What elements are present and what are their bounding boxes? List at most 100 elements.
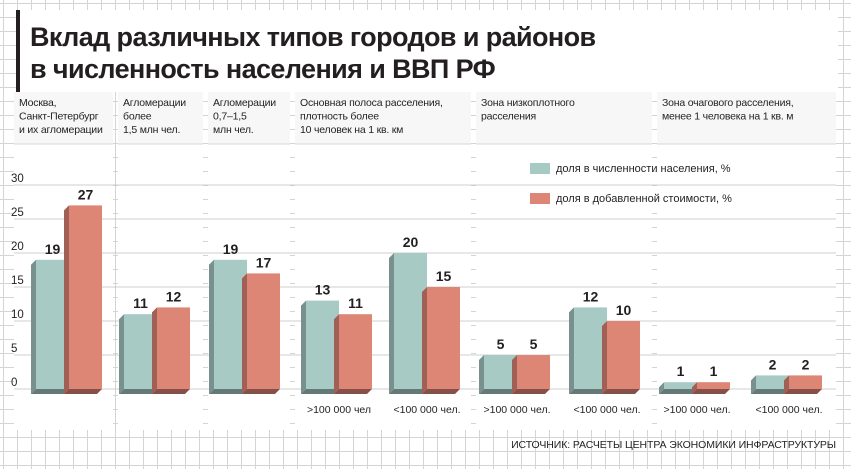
bar-population (756, 375, 789, 389)
bar-side-2 (602, 321, 607, 394)
bar-value-label: 5 (497, 336, 505, 352)
bar-side-2 (422, 287, 427, 394)
bar-value-label: 15 (436, 268, 452, 284)
bar-value-label: 12 (166, 288, 182, 304)
group-header-text: расселения (481, 111, 536, 123)
bar-value-label: 13 (315, 282, 331, 298)
bar-base-1 (301, 389, 339, 394)
bar-value-label: 17 (256, 254, 272, 270)
bar-base-1 (31, 389, 69, 394)
bar-population (36, 259, 69, 389)
group-header-text: Основная полоса расселения, (300, 97, 443, 109)
bar-population (124, 314, 157, 389)
title-accent-bar (16, 10, 20, 92)
bar-base-1 (209, 389, 247, 394)
group-header-text: Зона низкоплотного (481, 97, 575, 109)
group-header-text: менее 1 человека на 1 кв. м (662, 111, 793, 123)
bar-value-label: 11 (348, 295, 363, 311)
x-category-label: >100 000 чел (307, 404, 371, 416)
bar-value-label: 12 (583, 288, 599, 304)
bar-population (574, 307, 607, 389)
y-tick-label: 20 (11, 241, 24, 253)
chart-title-line-2: в численность населения и ВВП РФ (30, 54, 496, 84)
y-tick-label: 0 (11, 377, 17, 389)
x-category-label: <100 000 чел. (755, 404, 822, 416)
bar-base-1 (479, 389, 517, 394)
bar-value-label: 27 (78, 186, 94, 202)
group-header-text: плотность более (300, 111, 379, 123)
y-tick-label: 25 (11, 207, 24, 219)
bar-value-label: 2 (769, 356, 777, 372)
legend-swatch (530, 193, 550, 204)
y-tick-label: 30 (11, 173, 24, 185)
bar-side-1 (569, 307, 574, 394)
title-box: Вклад различных типов городов и районов … (16, 10, 838, 92)
bar-population (306, 300, 339, 389)
legend-swatch (530, 163, 550, 174)
bar-value-label: 19 (45, 241, 61, 257)
group-header-text: Санкт-Петербург (19, 111, 99, 123)
y-tick-label: 5 (11, 343, 17, 355)
bar-value-added (697, 382, 730, 389)
bar-value-label: 5 (530, 336, 538, 352)
bar-side-2 (64, 205, 69, 394)
bar-side-2 (512, 355, 517, 394)
bar-base-2 (152, 389, 190, 394)
bar-side-2 (692, 382, 697, 394)
bar-value-added (427, 287, 460, 389)
bar-base-2 (602, 389, 640, 394)
bar-value-added (157, 307, 190, 389)
bar-side-1 (119, 314, 124, 394)
bar-value-added (607, 321, 640, 389)
bar-value-label: 11 (133, 295, 148, 311)
group-header-text: млн чел. (213, 124, 253, 136)
bar-base-2 (242, 389, 280, 394)
bar-value-label: 1 (710, 363, 718, 379)
bar-base-2 (692, 389, 730, 394)
group-header-band-3 (208, 92, 290, 144)
group-header-text: Агломерации (213, 97, 276, 109)
y-tick-label: 10 (11, 309, 24, 321)
bar-base-2 (512, 389, 550, 394)
group-header-text: 1,5 млн чел. (123, 124, 180, 136)
bar-base-1 (751, 389, 789, 394)
group-header-text: Москва, (19, 97, 56, 109)
bar-base-2 (784, 389, 822, 394)
bar-base-1 (119, 389, 157, 394)
bar-value-added (69, 205, 102, 389)
bar-value-label: 1 (677, 363, 685, 379)
group-header-band-4 (295, 92, 471, 144)
bar-side-2 (784, 375, 789, 394)
group-header-band-6 (657, 92, 836, 144)
bar-value-added (517, 355, 550, 389)
x-category-label: <100 000 чел. (573, 404, 640, 416)
group-header-text: 0,7–1,5 (213, 111, 247, 123)
bar-side-1 (751, 375, 756, 394)
bar-value-label: 19 (223, 241, 239, 257)
group-header-band-1 (14, 92, 113, 144)
chart-title-line-1: Вклад различных типов городов и районов (30, 22, 596, 52)
group-header-text: более (123, 111, 152, 123)
group-header-text: 10 человек на 1 кв. км (300, 124, 403, 136)
group-header-band-2 (118, 92, 203, 144)
bar-base-1 (569, 389, 607, 394)
bar-side-1 (389, 253, 394, 394)
bar-value-label: 10 (616, 302, 632, 318)
bar-base-2 (422, 389, 460, 394)
x-category-label: >100 000 чел. (483, 404, 550, 416)
bar-population (394, 253, 427, 389)
bar-side-1 (301, 300, 306, 394)
x-category-label: <100 000 чел. (393, 404, 460, 416)
x-category-label: >100 000 чел. (663, 404, 730, 416)
bar-base-1 (389, 389, 427, 394)
bar-side-1 (209, 259, 214, 394)
bar-population (664, 382, 697, 389)
bar-population (484, 355, 517, 389)
group-header-text: Зона очагового расселения, (662, 97, 793, 109)
source-note: ИСТОЧНИК: РАСЧЕТЫ ЦЕНТРА ЭКОНОМИКИ ИНФРА… (511, 439, 836, 451)
group-header-text: и их агломерации (19, 124, 103, 136)
bar-value-label: 2 (802, 356, 810, 372)
bar-population (214, 259, 247, 389)
bar-side-2 (152, 307, 157, 394)
